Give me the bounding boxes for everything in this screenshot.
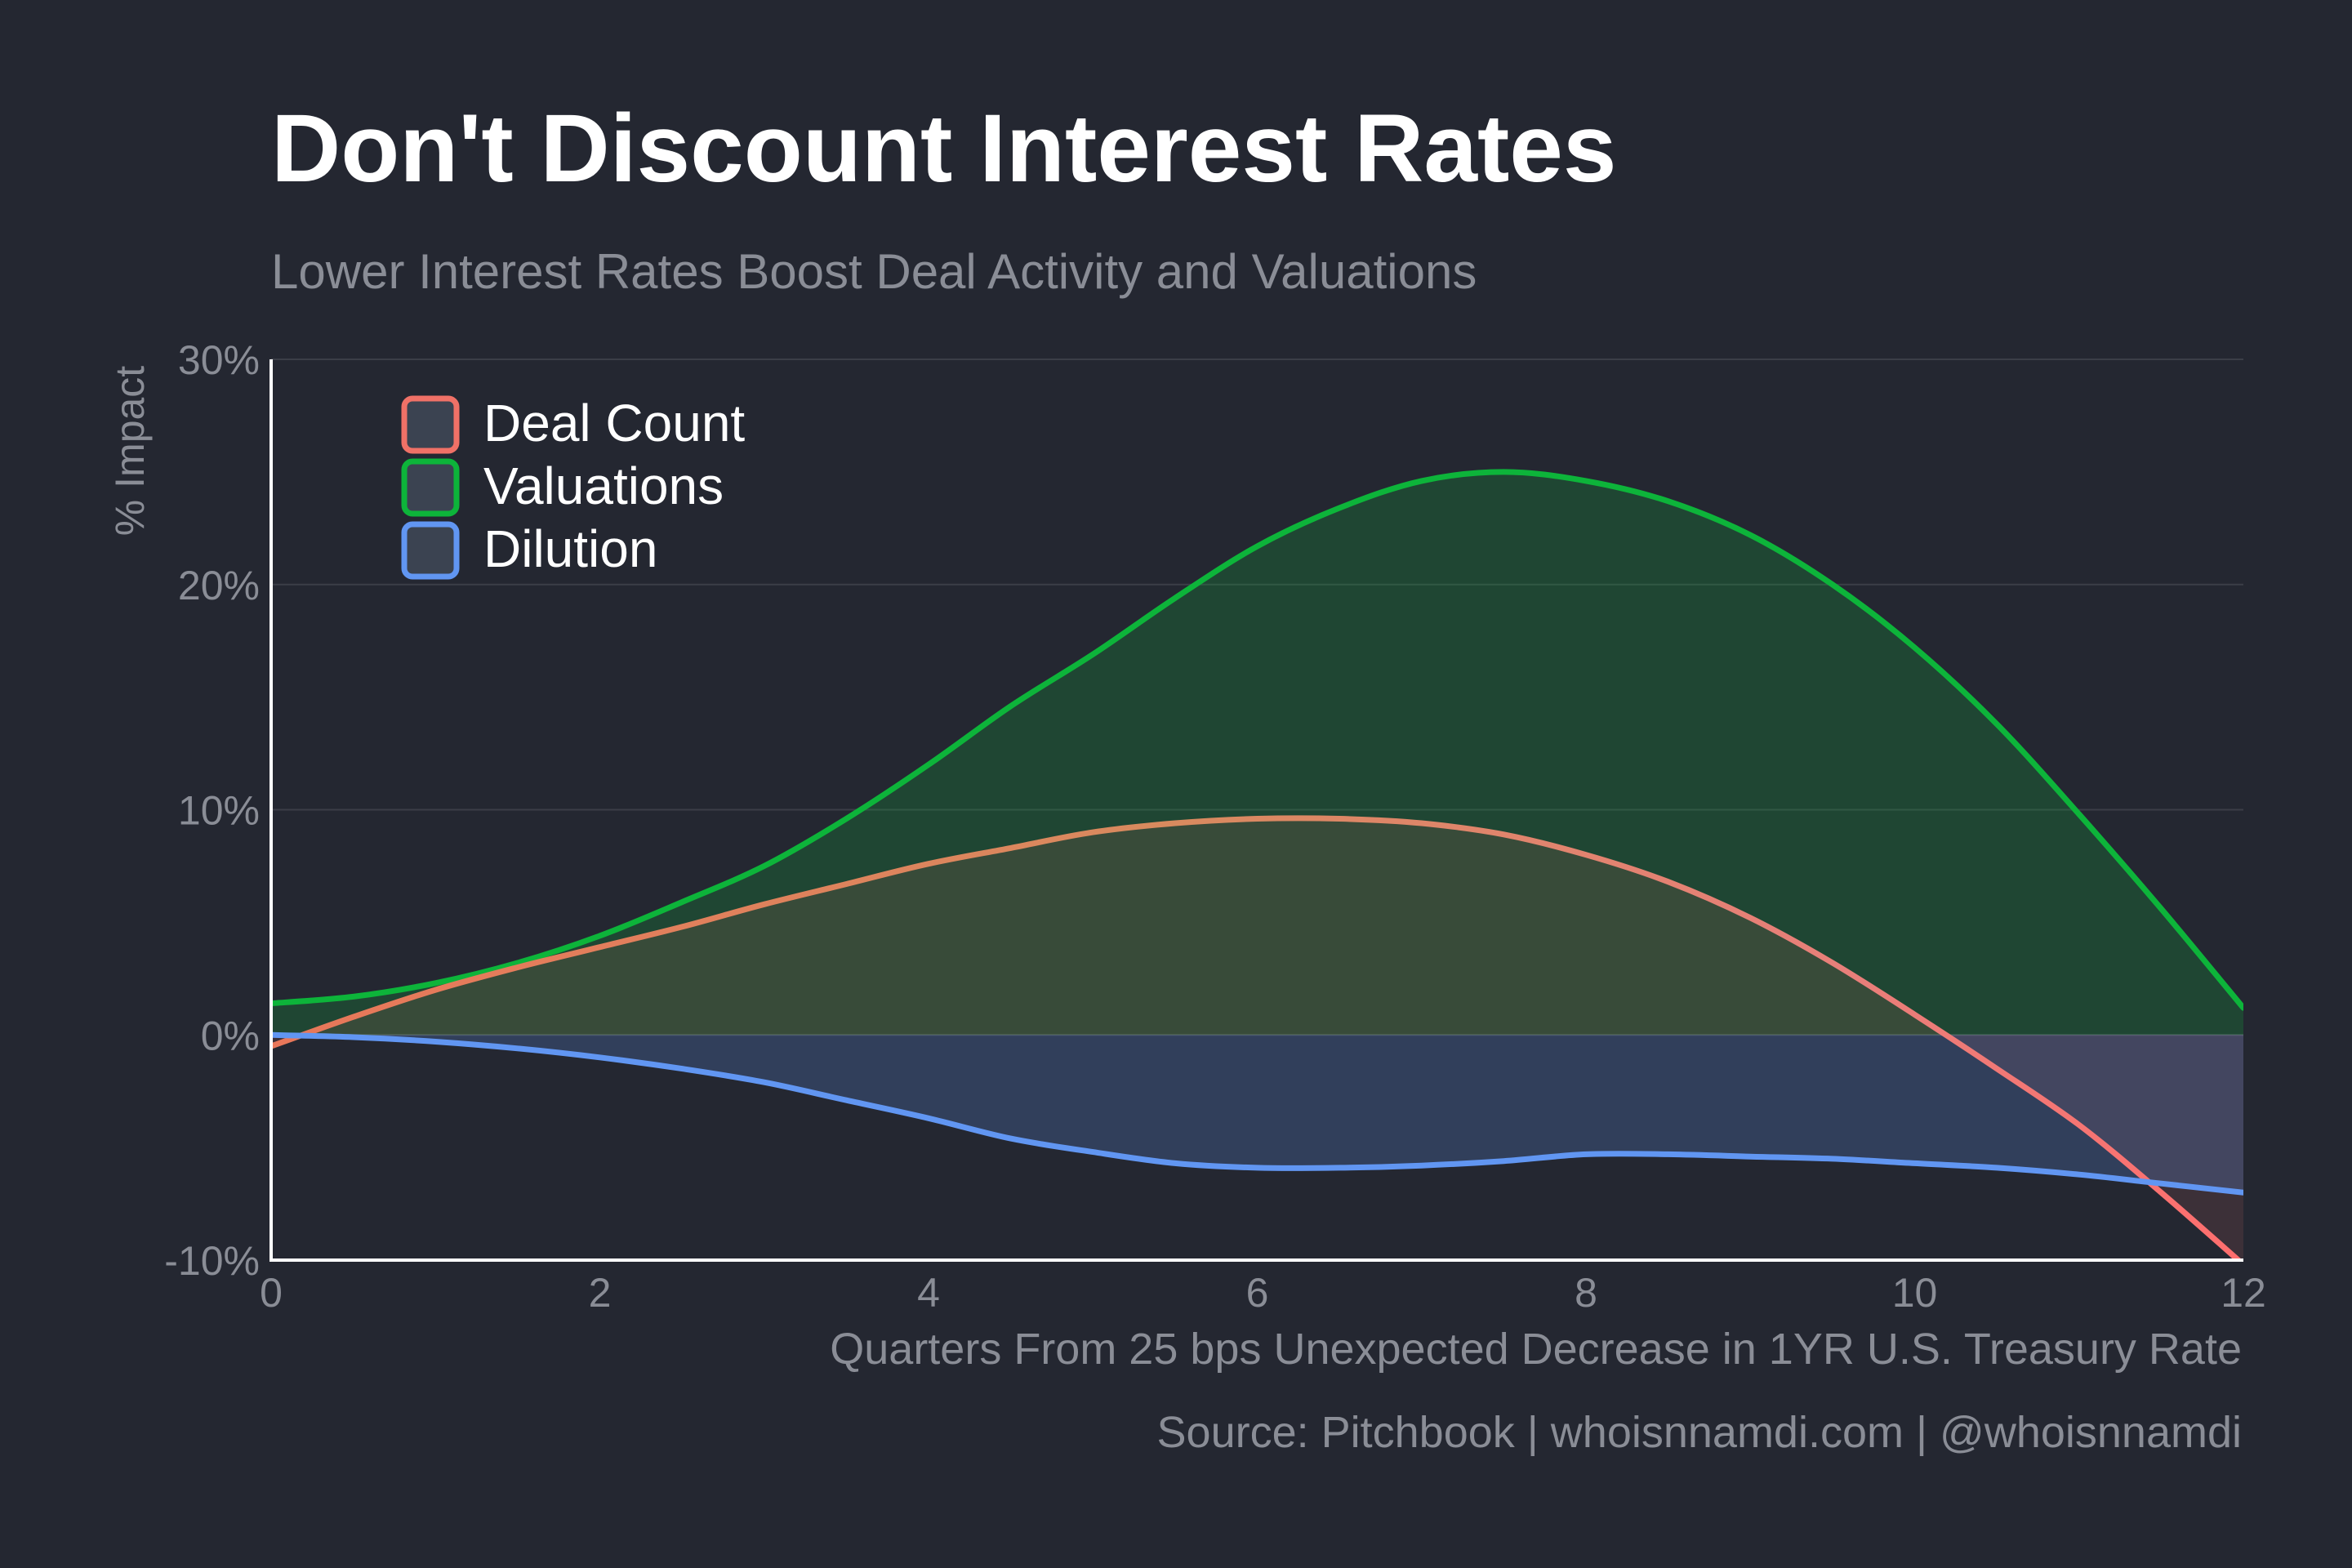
line-valuations <box>271 469 2243 1011</box>
series-areas <box>271 471 2243 1262</box>
source-caption: Source: Pitchbook | whoisnnamdi.com | @w… <box>1157 1408 2242 1457</box>
line-dilution <box>271 1031 2243 1196</box>
x-tick-label: 12 <box>2221 1270 2266 1316</box>
legend-label-valuations: Valuations <box>483 457 724 515</box>
x-tick-label: 10 <box>1892 1270 1938 1316</box>
y-tick-label: 0% <box>201 1013 260 1058</box>
area-valuations <box>271 471 2243 1036</box>
legend-swatch-valuations <box>401 458 460 517</box>
x-tick-label: 2 <box>589 1270 612 1316</box>
x-tick-label: 8 <box>1575 1270 1597 1316</box>
legend-label-dilution: Dilution <box>483 519 657 578</box>
legend-swatch-dilution <box>401 521 460 580</box>
x-axis-label: Quarters From 25 bps Unexpected Decrease… <box>830 1325 2242 1374</box>
legend-label-deal-count: Deal Count <box>483 394 745 452</box>
gridlines <box>271 359 2243 1036</box>
series-lines <box>271 469 2243 1262</box>
y-axis-label: % Impact <box>107 366 153 537</box>
y-tick-label: -10% <box>164 1238 260 1284</box>
area-dilution <box>271 1035 2243 1193</box>
x-tick-labels: 0 2 4 6 8 10 12 <box>260 1270 2266 1316</box>
y-tick-label: 10% <box>178 788 260 834</box>
x-tick-label: 6 <box>1246 1270 1269 1316</box>
legend-swatch-deal-count <box>401 395 460 454</box>
y-tick-label: 20% <box>178 563 260 608</box>
x-tick-label: 4 <box>917 1270 940 1316</box>
x-tick-label: 0 <box>260 1270 283 1316</box>
y-tick-label: 30% <box>178 337 260 383</box>
chart-title: Don't Discount Interest Rates <box>271 95 1617 203</box>
y-tick-labels: -10% 0% 10% 20% 30% <box>164 337 260 1284</box>
area-deal-count <box>271 817 2243 1262</box>
chart-subtitle: Lower Interest Rates Boost Deal Activity… <box>271 244 1477 299</box>
line-deal-count <box>271 815 2243 1262</box>
